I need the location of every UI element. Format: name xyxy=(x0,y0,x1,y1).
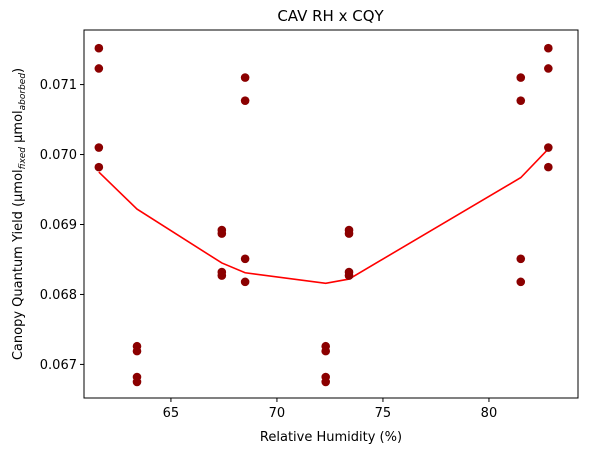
fit-line-layer xyxy=(98,148,549,285)
y-tick-label: 0.068 xyxy=(40,288,77,303)
scatter-point xyxy=(321,377,331,387)
x-axis-title: Relative Humidity (%) xyxy=(260,430,402,445)
scatter-point xyxy=(544,162,553,172)
x-axis: 65 70 75 80 xyxy=(163,398,498,421)
y-axis-title-sub-fixed: fixed xyxy=(18,147,28,170)
x-tick-label: 75 xyxy=(375,406,392,421)
y-axis-title-sub-aborbed: aborbed xyxy=(18,73,28,111)
y-tick-label: 0.071 xyxy=(40,78,77,93)
x-tick-label: 80 xyxy=(481,406,498,421)
y-axis-title-suffix: ) xyxy=(11,68,26,73)
scatter-point xyxy=(217,229,227,238)
scatter-point xyxy=(240,277,250,287)
scatter-point xyxy=(544,143,553,152)
scatter-point xyxy=(344,271,354,280)
scatter-points-layer xyxy=(94,43,553,387)
scatter-point xyxy=(516,277,526,287)
y-tick-label: 0.067 xyxy=(40,358,77,373)
scatter-point xyxy=(94,43,104,53)
scatter-point xyxy=(544,64,553,73)
y-axis-title: Canopy Quantum Yield (μmolfixed μmolabor… xyxy=(11,68,28,360)
scatter-point xyxy=(240,254,250,264)
x-tick-label: 65 xyxy=(163,406,180,421)
y-axis-title-mid: μmol xyxy=(11,110,26,147)
y-axis: 0.067 0.068 0.069 0.070 0.071 xyxy=(40,78,84,373)
scatter-point xyxy=(132,346,142,356)
scatter-point xyxy=(94,162,104,172)
scatter-point xyxy=(217,271,227,280)
scatter-point xyxy=(516,96,526,105)
y-axis-title-prefix: Canopy Quantum Yield (μmol xyxy=(11,169,26,360)
scatter-point xyxy=(516,73,526,82)
scatter-point xyxy=(94,64,104,73)
plot-frame xyxy=(83,29,579,399)
y-tick-label: 0.070 xyxy=(40,148,77,163)
scatter-point xyxy=(94,143,104,152)
scatter-point xyxy=(240,73,250,82)
scatter-point xyxy=(132,377,142,387)
y-tick-label: 0.069 xyxy=(40,218,77,233)
scatter-point xyxy=(240,96,250,105)
scatter-point xyxy=(516,254,526,264)
chart-title: CAV RH x CQY xyxy=(277,7,384,25)
scatter-point xyxy=(544,43,553,53)
scatter-point xyxy=(344,229,354,238)
x-tick-label: 70 xyxy=(269,406,286,421)
scatter-point xyxy=(321,346,331,356)
fit-line xyxy=(98,148,549,285)
